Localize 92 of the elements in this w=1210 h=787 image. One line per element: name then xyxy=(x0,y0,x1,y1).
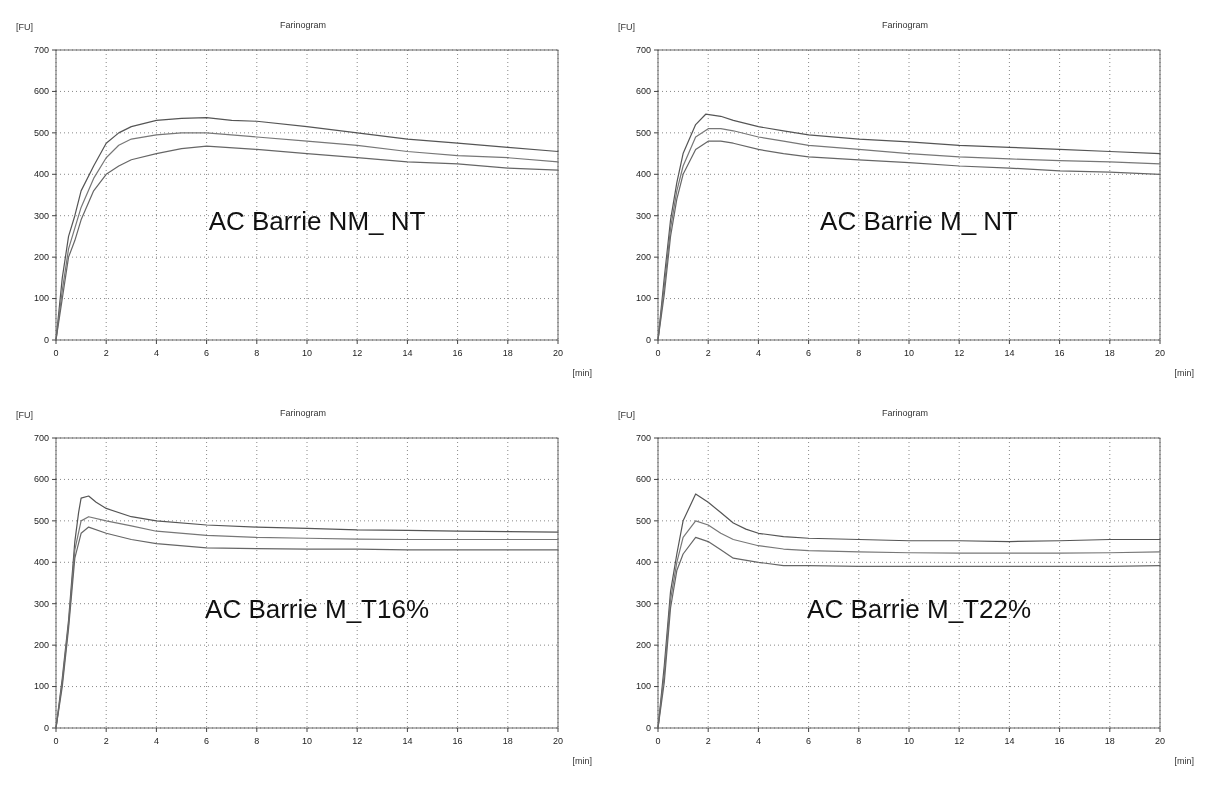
y-tick-label: 500 xyxy=(33,127,49,138)
x-tick-label: 2 xyxy=(705,348,711,358)
annotation: AC Barrie M_T16% xyxy=(205,593,430,624)
y-tick-label: 600 xyxy=(635,86,651,97)
y-tick-label: 0 xyxy=(43,722,49,733)
x-tick-label: 2 xyxy=(103,348,109,358)
x-tick-label: 12 xyxy=(954,348,965,358)
y-tick-label: 0 xyxy=(645,722,651,733)
y-axis-title: [FU] xyxy=(618,410,635,420)
x-tick-label: 6 xyxy=(204,348,210,358)
x-tick-label: 4 xyxy=(153,348,159,358)
y-axis-title: [FU] xyxy=(16,410,33,420)
x-tick-label: 6 xyxy=(204,736,210,746)
y-tick-label: 100 xyxy=(635,293,651,304)
x-tick-label: 2 xyxy=(103,736,109,746)
x-tick-label: 6 xyxy=(806,348,812,358)
y-tick-label: 600 xyxy=(33,86,49,97)
x-tick-label: 10 xyxy=(301,348,313,358)
x-tick-label: 0 xyxy=(655,348,661,358)
y-axis-title: [FU] xyxy=(618,22,635,32)
x-tick-label: 4 xyxy=(755,736,761,746)
x-tick-label: 4 xyxy=(755,348,761,358)
x-tick-label: 10 xyxy=(301,736,313,746)
x-axis-title: [min] xyxy=(1174,756,1194,766)
x-tick-label: 18 xyxy=(1104,348,1115,358)
x-tick-label: 16 xyxy=(452,348,463,358)
y-tick-label: 700 xyxy=(33,432,49,443)
chart-title: Farinogram xyxy=(881,20,929,30)
x-tick-label: 18 xyxy=(502,736,513,746)
x-tick-label: 14 xyxy=(1004,736,1015,746)
x-tick-label: 8 xyxy=(254,736,260,746)
chart-title: Farinogram xyxy=(279,20,327,30)
y-tick-label: 300 xyxy=(33,598,49,609)
y-tick-label: 500 xyxy=(635,127,651,138)
x-tick-label: 6 xyxy=(806,736,812,746)
x-tick-label: 2 xyxy=(705,736,711,746)
x-axis-title: [min] xyxy=(1174,368,1194,378)
y-tick-label: 300 xyxy=(635,210,651,221)
y-tick-label: 600 xyxy=(635,474,651,485)
y-tick-label: 0 xyxy=(43,334,49,345)
chart-title: Farinogram xyxy=(279,408,327,418)
x-tick-label: 8 xyxy=(254,348,260,358)
x-tick-label: 0 xyxy=(655,736,661,746)
y-tick-label: 700 xyxy=(33,44,49,55)
x-tick-label: 16 xyxy=(1054,736,1065,746)
y-tick-label: 500 xyxy=(635,515,651,526)
y-tick-label: 400 xyxy=(33,557,49,568)
y-tick-label: 200 xyxy=(635,640,651,651)
y-tick-label: 300 xyxy=(635,598,651,609)
y-tick-label: 200 xyxy=(635,252,651,263)
y-tick-label: 600 xyxy=(33,474,49,485)
y-tick-label: 500 xyxy=(33,515,49,526)
y-axis-title: [FU] xyxy=(16,22,33,32)
x-tick-label: 10 xyxy=(903,736,915,746)
x-tick-label: 0 xyxy=(53,736,59,746)
y-tick-label: 200 xyxy=(33,252,49,263)
x-tick-label: 12 xyxy=(352,348,363,358)
x-tick-label: 20 xyxy=(1154,348,1166,358)
x-tick-label: 12 xyxy=(954,736,965,746)
x-tick-label: 8 xyxy=(856,348,862,358)
x-tick-label: 16 xyxy=(1054,348,1065,358)
x-tick-label: 16 xyxy=(452,736,463,746)
x-tick-label: 18 xyxy=(502,348,513,358)
y-tick-label: 400 xyxy=(635,169,651,180)
y-tick-label: 700 xyxy=(635,432,651,443)
x-tick-label: 0 xyxy=(53,348,59,358)
y-tick-label: 400 xyxy=(33,169,49,180)
annotation: AC Barrie M_T22% xyxy=(807,593,1032,624)
chart-title: Farinogram xyxy=(881,408,929,418)
annotation: AC Barrie NM_ NT xyxy=(208,205,426,236)
x-tick-label: 18 xyxy=(1104,736,1115,746)
x-tick-label: 20 xyxy=(552,736,564,746)
y-tick-label: 100 xyxy=(635,681,651,692)
annotation: AC Barrie M_ NT xyxy=(820,205,1019,236)
x-tick-label: 4 xyxy=(153,736,159,746)
y-tick-label: 0 xyxy=(645,334,651,345)
y-tick-label: 100 xyxy=(33,293,49,304)
y-tick-label: 100 xyxy=(33,681,49,692)
x-axis-title: [min] xyxy=(572,368,592,378)
x-tick-label: 20 xyxy=(1154,736,1166,746)
y-tick-label: 300 xyxy=(33,210,49,221)
x-tick-label: 14 xyxy=(402,736,413,746)
x-tick-label: 14 xyxy=(402,348,413,358)
x-tick-label: 8 xyxy=(856,736,862,746)
x-axis-title: [min] xyxy=(572,756,592,766)
y-tick-label: 200 xyxy=(33,640,49,651)
x-tick-label: 14 xyxy=(1004,348,1015,358)
y-tick-label: 700 xyxy=(635,44,651,55)
x-tick-label: 20 xyxy=(552,348,564,358)
x-tick-label: 12 xyxy=(352,736,363,746)
y-tick-label: 400 xyxy=(635,557,651,568)
x-tick-label: 10 xyxy=(903,348,915,358)
